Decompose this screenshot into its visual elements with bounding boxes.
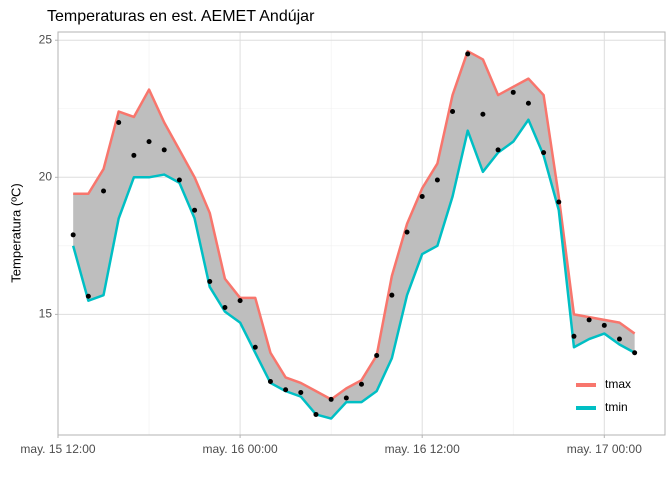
point [146,139,152,145]
x-tick-label: may. 16 12:00 [385,442,460,456]
point [541,150,547,156]
point [389,292,395,298]
point [374,352,380,358]
y-tick-label: 20 [39,169,53,183]
point [480,111,486,117]
ribbon [73,51,635,419]
point [161,147,167,153]
point [359,381,364,387]
point [283,387,289,393]
point [495,147,501,153]
point [525,100,531,106]
point [101,188,107,194]
point [237,298,243,304]
x-tick-label: may. 15 12:00 [20,442,95,456]
point [267,379,273,385]
panel-border [57,31,666,436]
point [616,336,622,342]
point [450,109,456,115]
point [85,293,91,299]
point [298,390,304,396]
y-tick-label: 25 [39,32,53,46]
legend-label: tmin [605,400,628,414]
point [116,119,122,125]
point [419,193,425,199]
point [632,350,638,356]
y-tick-label: 15 [39,307,53,321]
point [328,396,334,402]
point [586,317,592,323]
point [510,89,516,95]
point [556,199,562,205]
x-tick-label: may. 17 00:00 [567,442,642,456]
point [571,333,577,339]
point [70,232,76,238]
point [192,207,198,213]
point [207,278,213,284]
point [404,229,410,235]
point [343,395,349,401]
point [176,177,182,183]
chart-title: Temperaturas en est. AEMET Andújar [47,8,315,25]
point [222,305,228,311]
point [434,177,440,183]
point [252,344,258,350]
x-tick-label: may. 16 00:00 [203,442,278,456]
point [465,51,471,57]
legend-label: tmax [605,377,631,391]
series-line [71,118,636,420]
point [601,322,607,328]
point [313,411,319,417]
series-line [73,49,636,401]
point [131,152,137,158]
y-axis-title: Temperatura (ºC) [8,183,23,282]
